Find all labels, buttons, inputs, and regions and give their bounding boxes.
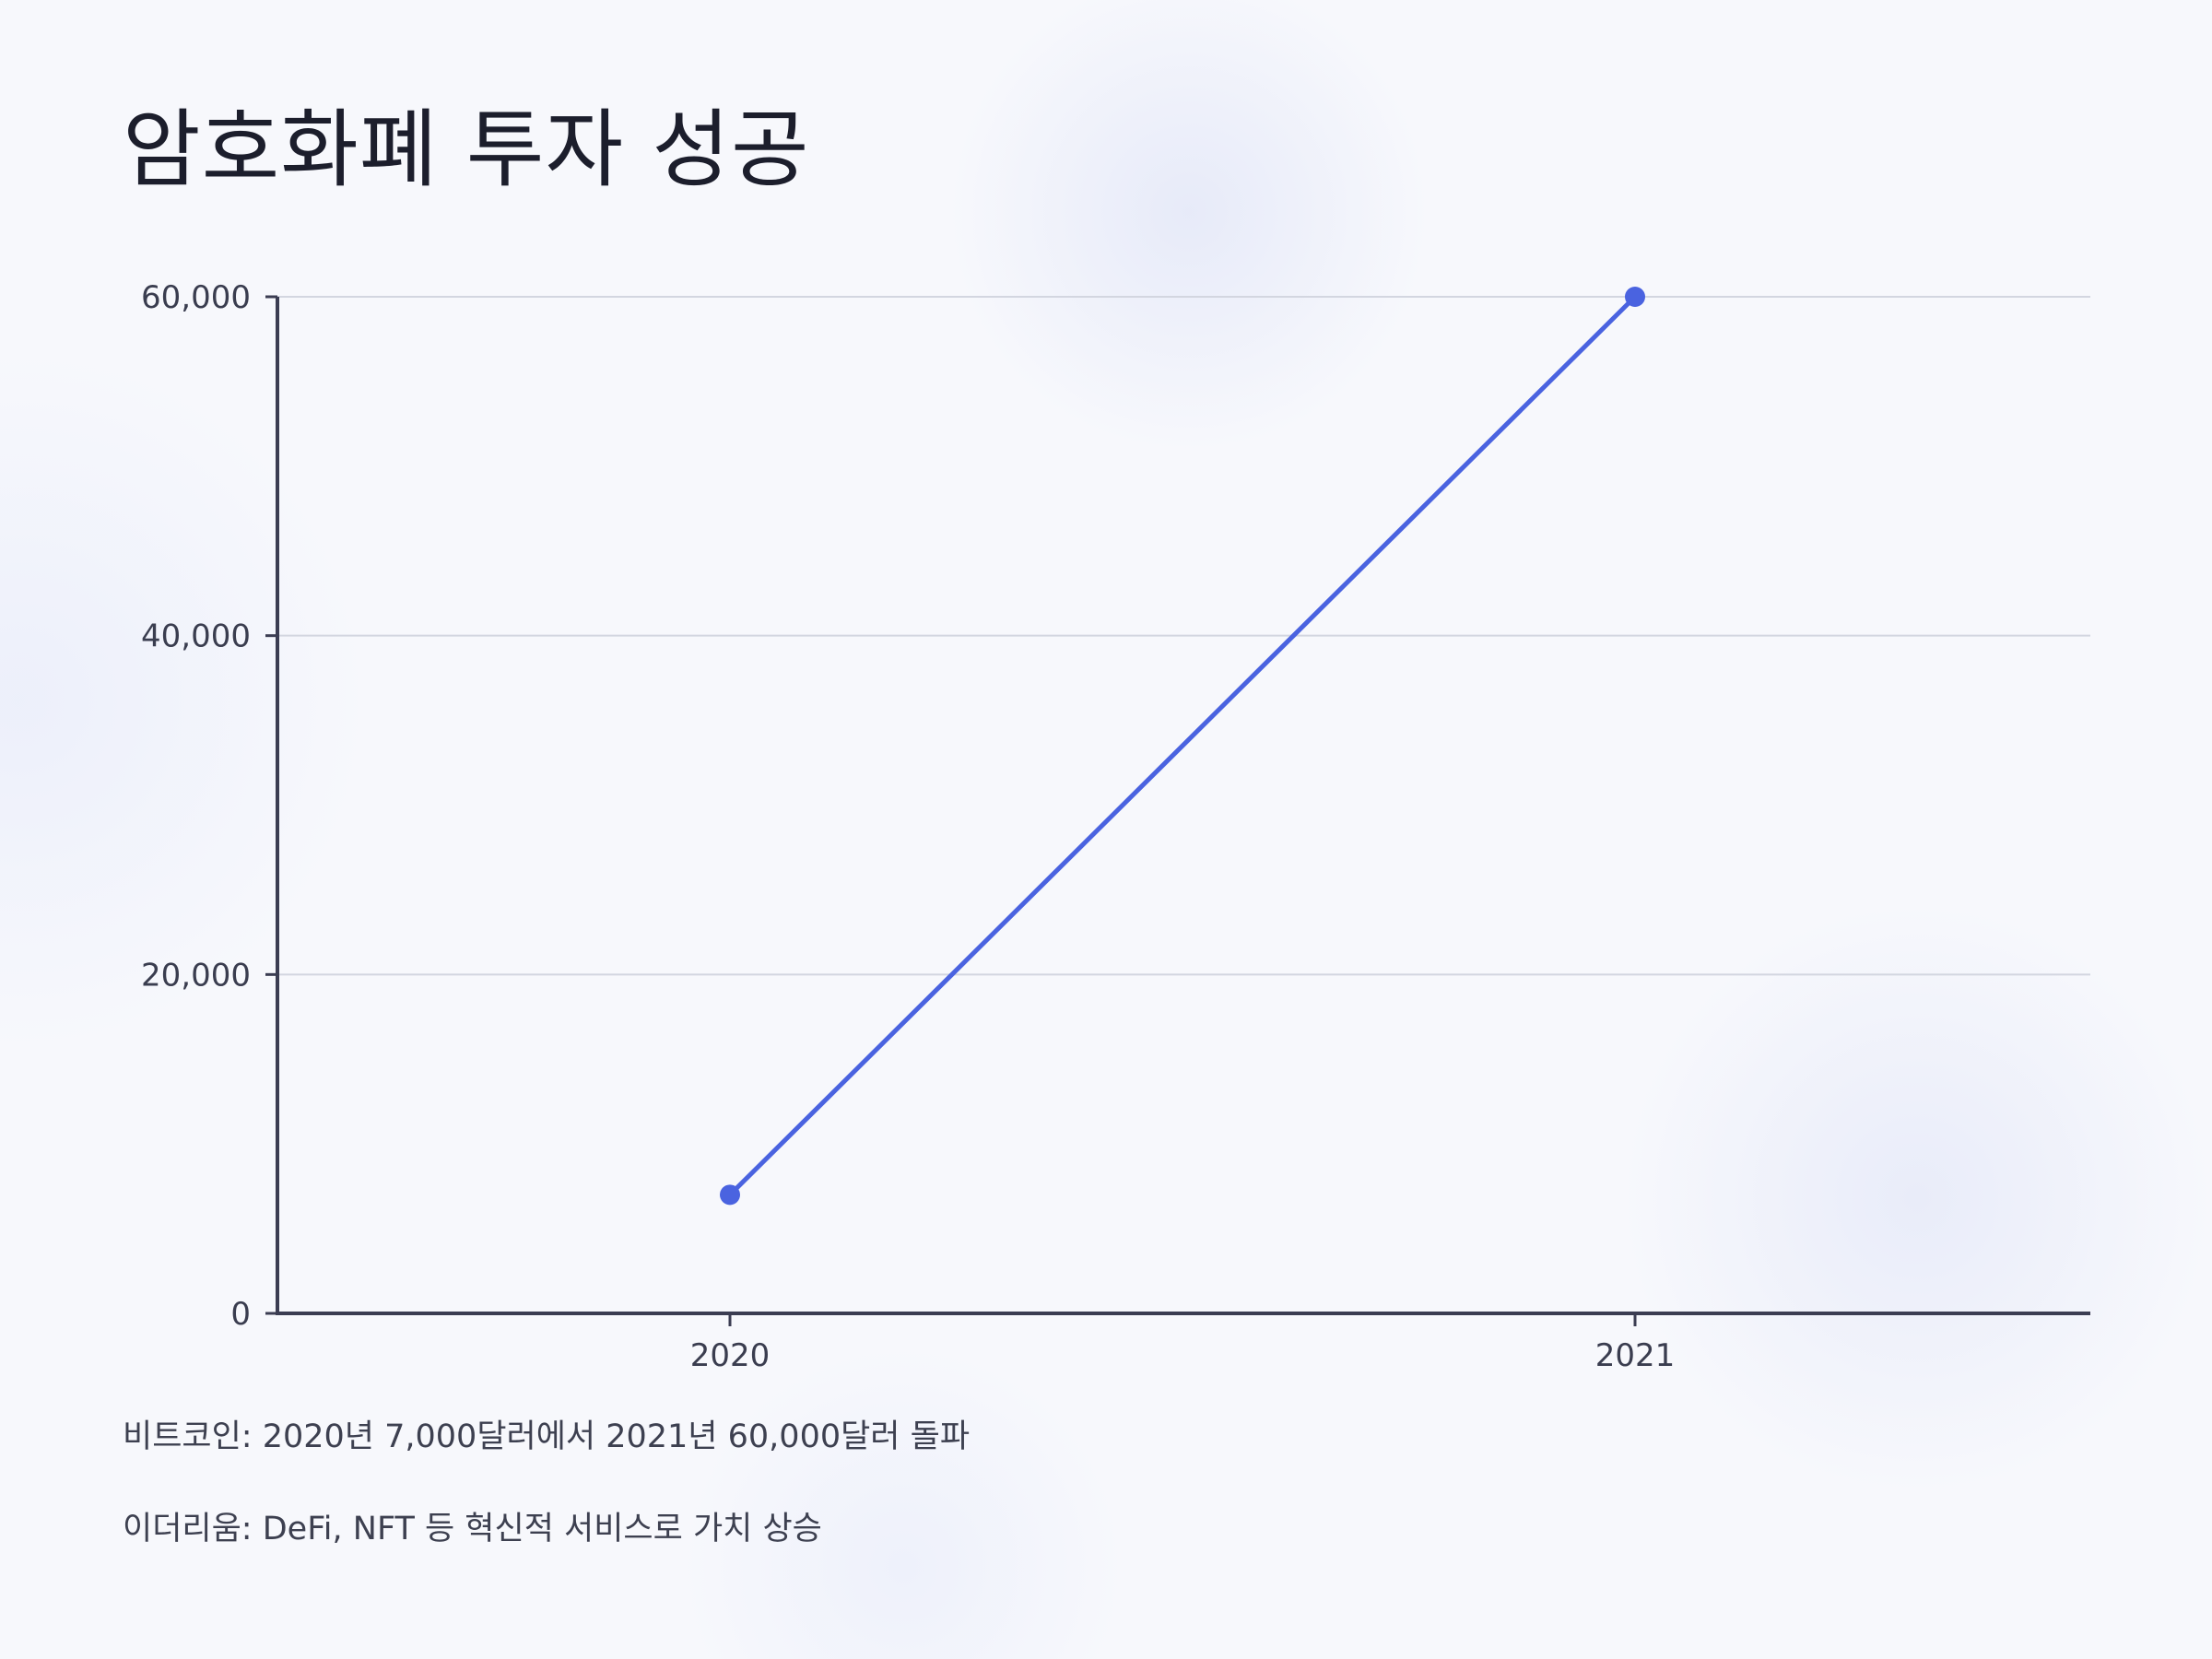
note-bitcoin: 비트코인: 2020년 7,000달러에서 2021년 60,000달러 돌파 xyxy=(123,1418,971,1455)
y-tick-label: 60,000 xyxy=(141,279,251,316)
series-group xyxy=(720,287,1645,1206)
series-line xyxy=(727,294,1638,1197)
y-ticks: 0 20,000 40,000 60,000 xyxy=(141,279,277,1333)
x-tick-label: 2020 xyxy=(690,1337,771,1374)
notes-list: 비트코인: 2020년 7,000달러에서 2021년 60,000달러 돌파 … xyxy=(123,1415,970,1599)
y-tick-label: 40,000 xyxy=(141,618,251,655)
y-tick-label: 0 xyxy=(230,1296,251,1333)
x-ticks: 2020 2021 xyxy=(690,1313,1676,1374)
axes xyxy=(276,297,2090,1315)
page-title: 암호화폐 투자 성공 xyxy=(123,100,810,199)
x-tick-label: 2021 xyxy=(1595,1337,1676,1374)
data-point xyxy=(1625,287,1645,307)
y-tick-label: 20,000 xyxy=(141,957,251,994)
gridlines xyxy=(277,296,2090,976)
note-ethereum: 이더리움: DeFi, NFT 등 혁신적 서비스로 가치 상승 xyxy=(123,1511,822,1547)
data-point xyxy=(720,1184,740,1206)
